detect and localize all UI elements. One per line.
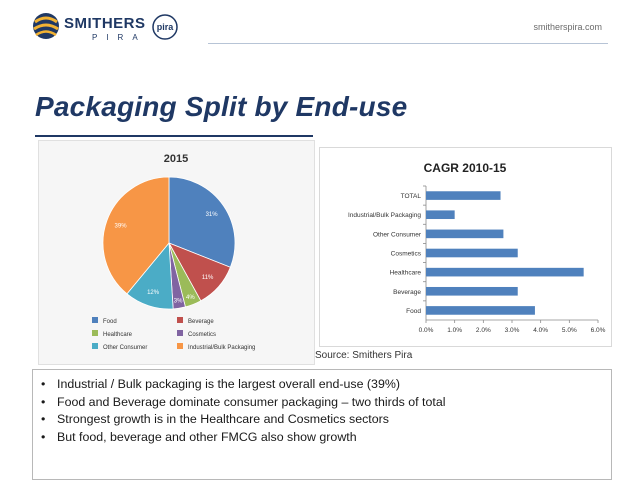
pie-slice-industrial-bulk-packaging	[102, 176, 170, 295]
bar-other-consumer	[426, 229, 504, 239]
logo-sub-text: PIRA	[92, 33, 147, 42]
x-tick-label: 4.0%	[533, 327, 548, 334]
legend-swatch-cosmetics	[177, 330, 183, 336]
x-tick-label: 2.0%	[476, 327, 491, 334]
bullet-list: Industrial / Bulk packaging is the large…	[33, 376, 611, 446]
bullet-item: Food and Beverage dominate consumer pack…	[41, 394, 611, 412]
legend-swatch-healthcare	[92, 330, 98, 336]
pie-data-label: 11%	[202, 275, 214, 281]
x-tick-label: 6.0%	[591, 327, 606, 334]
logo-badge-text: pira	[157, 22, 175, 32]
bullet-item: Industrial / Bulk packaging is the large…	[41, 376, 611, 394]
pie-chart-panel: 2015 31% 11% 4% 3% 12% 39% Food Beverage Healthca…	[38, 140, 315, 365]
legend-label: Cosmetics	[188, 332, 216, 338]
bar-industrial-bulk-packaging	[426, 210, 455, 220]
legend-swatch-beverage	[177, 317, 183, 323]
x-tick-label: 5.0%	[562, 327, 577, 334]
logo-badge: pira	[152, 14, 178, 40]
y-tick-label: Industrial/Bulk Packaging	[348, 212, 421, 219]
bar-total	[426, 191, 501, 200]
pie-data-label: 4%	[186, 295, 195, 301]
smithers-pira-logo: SMITHERS PIRA pira	[33, 13, 178, 42]
legend-label: Beverage	[188, 319, 214, 325]
bar-beverage	[426, 286, 518, 296]
logo-globe-icon	[33, 13, 59, 39]
y-tick-label: TOTAL	[401, 193, 422, 200]
bar-healthcare	[426, 267, 584, 277]
site-url[interactable]: smitherspira.com	[533, 22, 602, 32]
y-tick-label: Beverage	[393, 289, 421, 296]
logo-main-text: SMITHERS	[64, 15, 146, 32]
x-tick-label: 0.0%	[419, 327, 434, 334]
x-tick-label: 1.0%	[447, 327, 462, 334]
y-tick-label: Healthcare	[390, 270, 422, 277]
bullet-item: Strongest growth is in the Healthcare an…	[41, 411, 611, 429]
pie-chart-title: 2015	[164, 153, 188, 165]
bar-cosmetics	[426, 248, 518, 258]
pie-data-label: 39%	[115, 224, 128, 230]
header-divider	[208, 43, 608, 44]
source-note: Source: Smithers Pira	[315, 350, 413, 361]
legend-swatch-food	[92, 317, 98, 323]
legend-label: Other Consumer	[103, 345, 147, 351]
summary-box: Industrial / Bulk packaging is the large…	[32, 369, 612, 480]
page-title: Packaging Split by End-use	[35, 91, 408, 122]
legend-swatch-other-consumer	[92, 343, 98, 349]
legend-label: Industrial/Bulk Packaging	[188, 345, 255, 351]
y-tick-label: Cosmetics	[391, 251, 422, 258]
pie-data-label: 31%	[206, 212, 219, 218]
bullet-item: But food, beverage and other FMCG also s…	[41, 429, 611, 447]
bar-chart: CAGR 2010-15 TOTAL Industrial/Bulk Packagi…	[348, 161, 606, 334]
legend-label: Healthcare	[103, 332, 133, 338]
pie-slice-food	[168, 176, 236, 268]
bar-chart-title: CAGR 2010-15	[424, 161, 507, 175]
title-underline	[35, 135, 313, 137]
pie-data-label: 12%	[147, 290, 160, 296]
bar-chart-panel: CAGR 2010-15 TOTAL Industrial/Bulk Packagi…	[319, 147, 612, 347]
pie-chart: 2015 31% 11% 4%3% 12% 39% Food Beverage Healthca…	[92, 153, 255, 351]
bar-food	[426, 306, 535, 315]
legend-label: Food	[103, 319, 117, 325]
legend-swatch-industrial-bulk-packaging	[177, 343, 183, 349]
x-tick-label: 3.0%	[505, 327, 520, 334]
pie-data-label: 3%	[174, 298, 183, 304]
y-tick-label: Food	[406, 308, 421, 315]
y-tick-label: Other Consumer	[373, 231, 422, 238]
